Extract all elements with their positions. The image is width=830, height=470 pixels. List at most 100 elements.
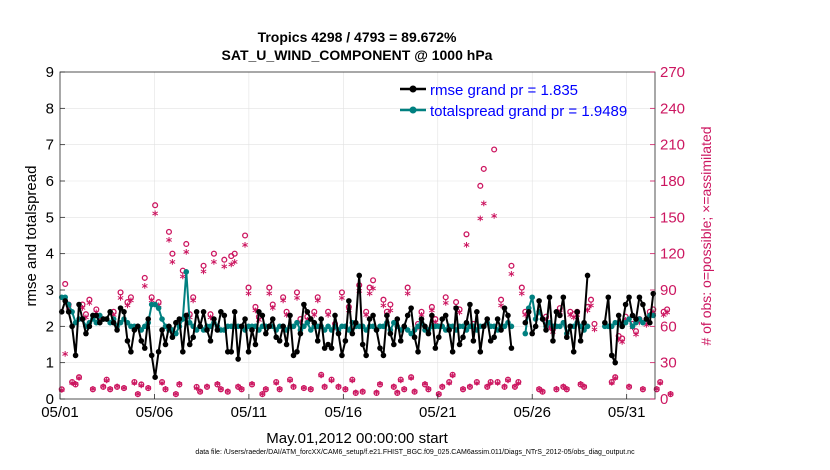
obs-possible-point: [376, 381, 384, 388]
obs-assimilated-point: *: [104, 376, 111, 390]
obs-assimilated-point: *: [581, 382, 588, 396]
rmse-point: [318, 316, 324, 322]
obs-assimilated-point: *: [280, 296, 287, 310]
y-tick-label-right: 0: [660, 391, 668, 408]
obs-possible-point: [242, 232, 249, 239]
rmse-point: [214, 327, 221, 333]
totalspread-point: [557, 323, 563, 330]
rmse-point: [577, 338, 584, 344]
obs-possible-point: [124, 299, 131, 306]
obs-assimilated-point: *: [207, 313, 214, 327]
obs-possible-point: [158, 378, 166, 386]
obs-assimilated-point: *: [135, 389, 142, 403]
obs-assimilated-point: *: [318, 371, 325, 385]
obs-assimilated-point: *: [142, 281, 149, 295]
totalspread-point: [152, 301, 158, 308]
obs-possible-point: [394, 389, 401, 396]
obs-possible-point: [639, 386, 646, 393]
obs-possible-point: [363, 308, 370, 315]
rmse-point: [404, 312, 411, 319]
rmse-point: [602, 319, 608, 326]
obs-assimilated-point: *: [553, 384, 560, 398]
obs-assimilated-point: *: [242, 240, 249, 254]
y-tick-label-right: 120: [660, 246, 685, 263]
obs-possible-point: [328, 376, 335, 383]
legend-spread-marker: [409, 106, 417, 114]
legend: rmse grand pr = 1.835 totalspread grand …: [400, 82, 627, 120]
y-tick-label-left: 8: [46, 100, 54, 117]
rmse-point: [356, 272, 363, 279]
rmse-point: [394, 316, 401, 322]
obs-assimilated-point: *: [287, 376, 294, 390]
rmse-point: [626, 294, 632, 301]
obs-possible-point: [442, 294, 449, 301]
y-tick-label-left: 9: [46, 64, 54, 81]
obs-assimilated-point: *: [349, 376, 356, 390]
obs-possible-point: [667, 391, 674, 398]
obs-possible-point: [197, 388, 204, 395]
obs-assimilated-point: *: [90, 384, 97, 398]
rmse-point: [415, 348, 421, 355]
rmse-point: [180, 348, 186, 355]
rmse-point: [325, 341, 331, 348]
rmse-point: [505, 312, 511, 319]
totalspread-point: [186, 319, 193, 326]
obs-assimilated-point: *: [273, 378, 280, 392]
rmse-point: [231, 309, 238, 315]
rmse-point: [211, 316, 217, 322]
obs-possible-point: [58, 386, 65, 393]
rmse-point: [550, 338, 556, 344]
obs-assimilated-point: *: [612, 373, 619, 387]
obs-assimilated-point: *: [460, 384, 467, 398]
rmse-point: [328, 345, 335, 351]
obs-assimilated-point: *: [491, 211, 498, 225]
rmse-point: [633, 316, 639, 322]
obs-possible-point: [307, 386, 314, 393]
rmse-point: [584, 272, 591, 279]
obs-possible-point: [224, 388, 231, 395]
rmse-point: [359, 341, 366, 348]
obs-possible-point: [207, 311, 214, 318]
obs-assimilated-point: *: [519, 288, 526, 302]
obs-possible-point: [114, 383, 121, 390]
rmse-point: [563, 334, 570, 341]
obs-assimilated-point: *: [308, 384, 315, 398]
totalspread-point: [391, 319, 397, 326]
rmse-point: [176, 316, 183, 322]
totalspread-point: [290, 323, 297, 330]
rmse-point: [266, 323, 273, 330]
rmse-point: [321, 345, 328, 351]
rmse-point: [183, 312, 190, 319]
rmse-point: [135, 323, 141, 330]
obs-possible-point: [231, 250, 238, 257]
obs-assimilated-point: *: [477, 213, 484, 227]
rmse-point: [387, 330, 394, 337]
obs-possible-point: [408, 374, 415, 381]
obs-possible-point: [117, 289, 124, 296]
obs-possible-point: [280, 294, 287, 301]
obs-assimilated-point: *: [200, 267, 207, 281]
obs-possible-point: [425, 386, 432, 393]
rmse-point: [377, 345, 383, 351]
obs-possible-point: [608, 378, 615, 386]
rmse-point: [138, 338, 145, 344]
obs-assimilated-point: *: [245, 288, 252, 302]
rmse-point: [380, 352, 387, 359]
obs-possible-point: [397, 376, 404, 383]
rmse-point: [204, 327, 210, 333]
obs-possible-point: [183, 240, 190, 248]
x-tick-label: 05/06: [136, 404, 174, 421]
obs-assimilated-point: *: [69, 378, 76, 392]
rmse-point: [491, 334, 497, 341]
obs-assimilated-point: *: [577, 379, 584, 393]
rmse-point: [283, 341, 290, 348]
obs-possible-point: [210, 250, 217, 257]
obs-assimilated-point: *: [391, 382, 398, 396]
rmse-point: [449, 348, 456, 355]
rmse-point: [435, 334, 442, 341]
obs-possible-point: [653, 386, 660, 393]
obs-assimilated-point: *: [536, 384, 543, 398]
obs-possible-point: [314, 294, 321, 301]
obs-possible-point: [100, 383, 107, 390]
plot-frame: [59, 71, 656, 400]
